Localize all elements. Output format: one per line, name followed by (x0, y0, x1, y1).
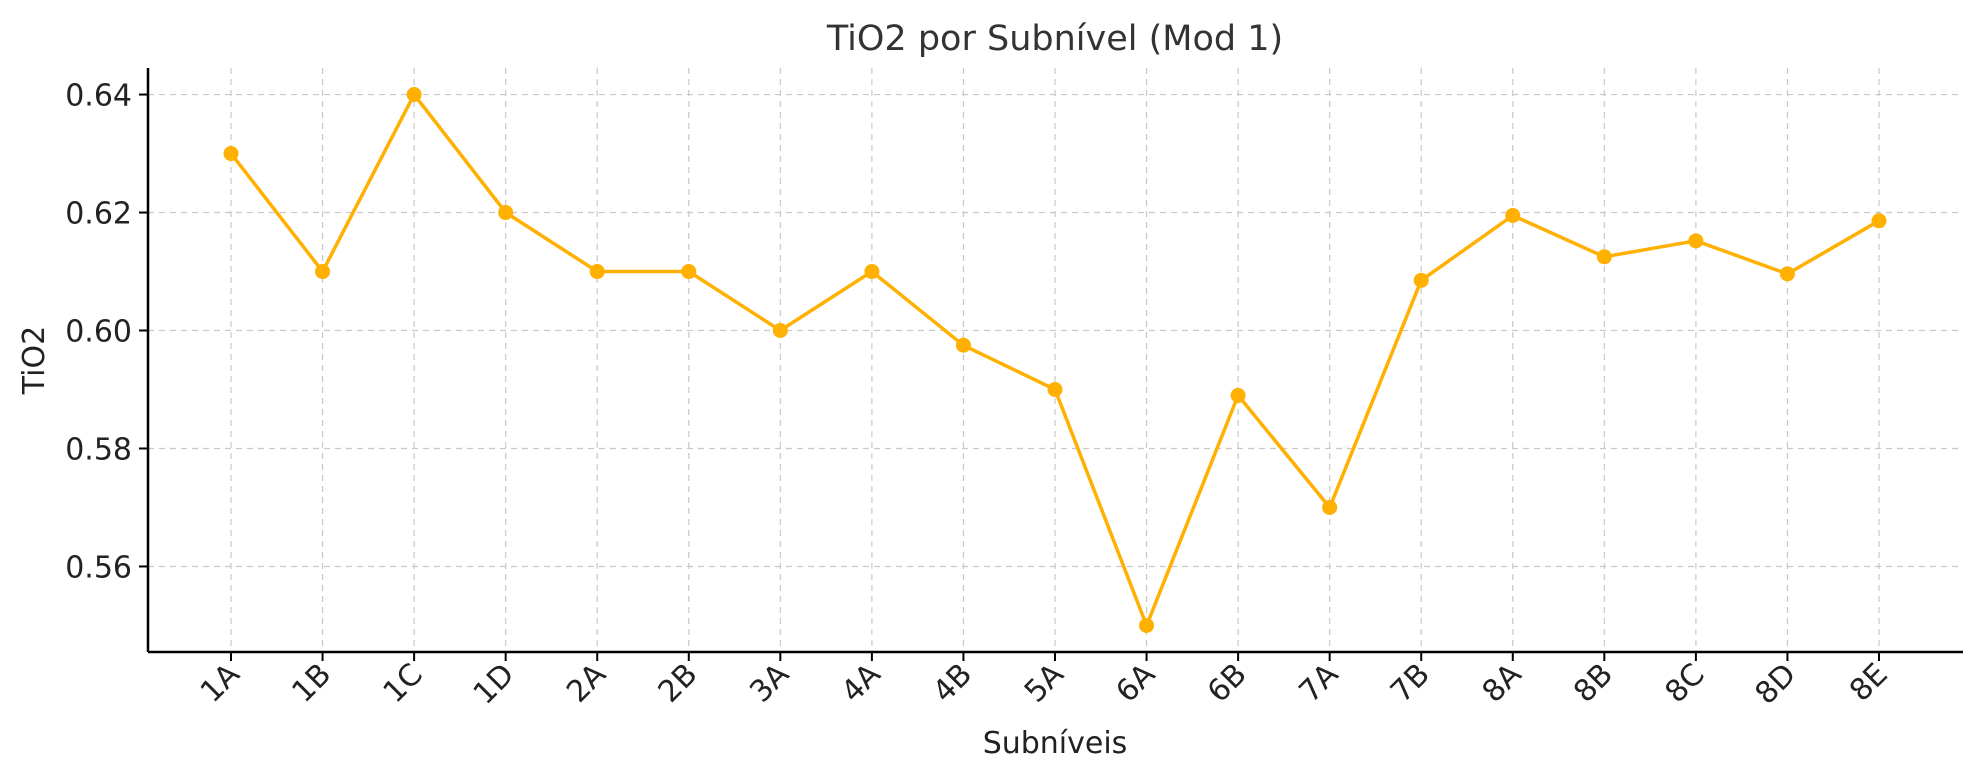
data-point-8E (1871, 213, 1887, 229)
data-point-1C (406, 87, 422, 103)
x-tick-label: 3A (743, 657, 796, 710)
data-point-8C (1688, 233, 1704, 249)
x-tick-label: 2B (652, 657, 705, 710)
data-point-7A (1322, 499, 1338, 515)
x-tick-label: 8C (1658, 657, 1711, 710)
data-point-8A (1505, 207, 1521, 223)
x-tick-label: 4A (835, 657, 888, 710)
x-tick-label: 8D (1749, 657, 1804, 712)
y-gridlines (148, 93, 1963, 568)
data-point-4B (955, 337, 971, 353)
x-tick-label: 5A (1018, 657, 1071, 710)
y-tick-label: 0.60 (65, 315, 132, 350)
y-axis-label: TiO2 (17, 326, 52, 395)
x-tick-label: 8A (1476, 657, 1529, 710)
chart-title: TiO2 por Subnível (Mod 1) (826, 19, 1283, 59)
data-point-2B (681, 264, 697, 280)
x-ticks: 1A 1B 1C 1D 2A 2B 3A 4A 4B 5A 6A 6B 7A 7B 8A 8B 8C 8D 8E (194, 652, 1895, 711)
x-gridlines (230, 68, 1880, 652)
data-point-3A (772, 323, 788, 339)
x-tick-label: 7B (1384, 657, 1437, 710)
data-point-8D (1779, 266, 1795, 282)
data-point-6B (1230, 387, 1246, 403)
x-tick-label: 1D (467, 657, 522, 712)
data-point-2A (589, 264, 605, 280)
y-tick-label: 0.62 (65, 197, 132, 232)
y-ticks: 0.56 0.58 0.60 0.62 0.64 (65, 79, 148, 585)
x-tick-label: 8B (1567, 657, 1620, 710)
x-tick-label: 1C (377, 657, 430, 710)
data-point-4A (864, 264, 880, 280)
data-point-7B (1413, 272, 1429, 288)
data-point-1A (223, 146, 239, 162)
x-tick-label: 6A (1109, 657, 1162, 710)
y-tick-label: 0.58 (65, 432, 132, 467)
x-tick-label: 4B (926, 657, 979, 710)
x-tick-label: 8E (1843, 657, 1895, 709)
x-axis-label: Subníveis (983, 726, 1128, 761)
x-tick-label: 6B (1201, 657, 1254, 710)
data-point-1D (498, 205, 514, 221)
data-point-8B (1596, 249, 1612, 265)
x-tick-label: 7A (1293, 657, 1346, 710)
y-tick-label: 0.64 (65, 79, 132, 114)
data-point-1B (315, 264, 331, 280)
data-point-6A (1139, 617, 1155, 633)
data-point-5A (1047, 381, 1063, 397)
series-group (223, 87, 1887, 633)
x-tick-label: 2A (560, 657, 613, 710)
x-tick-label: 1A (194, 657, 247, 710)
x-tick-label: 1B (285, 657, 338, 710)
y-tick-label: 0.56 (65, 550, 132, 585)
